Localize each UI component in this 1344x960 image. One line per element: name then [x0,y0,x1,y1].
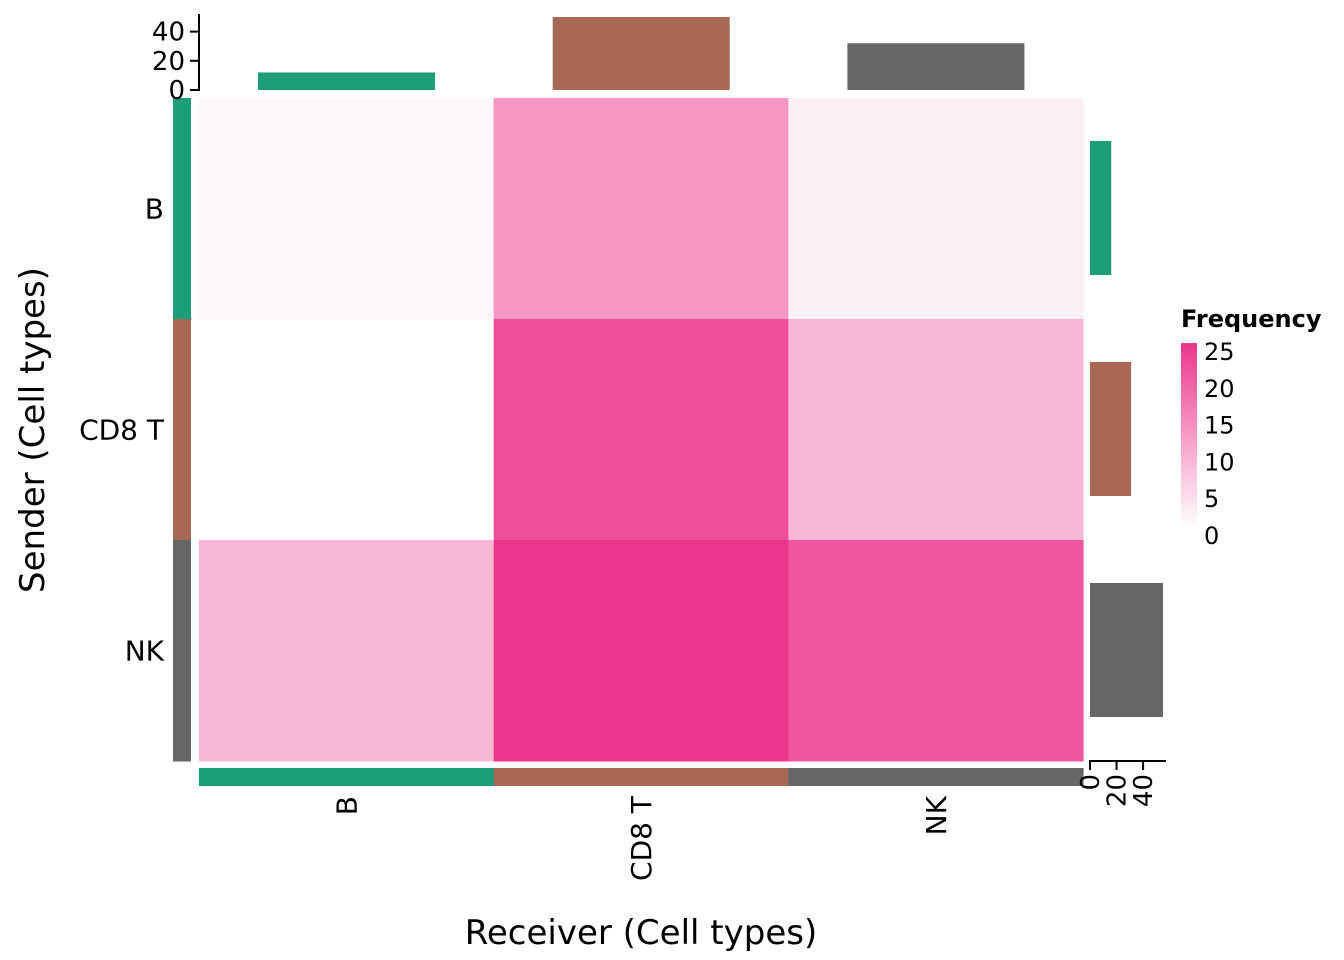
heatmap-cell [199,540,495,762]
column-label: CD8 T [625,795,658,881]
heatmap-cell [199,98,495,320]
column-color-annotation [199,768,1084,786]
right-bar [1090,141,1112,275]
column-label: NK [920,795,953,835]
legend-tick-label: 25 [1204,338,1235,366]
row-annotation-cell [173,319,191,541]
x-axis-title: Receiver (Cell types) [465,913,817,953]
heatmap-cell [493,319,789,541]
legend-tick-label: 0 [1204,522,1219,550]
heatmap-cell [199,319,495,541]
row-label: NK [125,635,165,668]
heatmap-cell [788,319,1084,541]
heatmap-cell [788,98,1084,320]
legend-tick-label: 20 [1204,375,1235,403]
heatmap-cell [788,540,1084,762]
right-bar [1090,362,1132,496]
column-labels: B CD8 T NK [330,795,952,881]
legend-tick-label: 15 [1204,412,1235,440]
column-annotation-cell [493,768,789,786]
row-annotation-cell [173,540,191,762]
column-annotation-cell [788,768,1084,786]
top-axis-tick-label: 0 [168,76,185,106]
row-labels: B CD8 T NK [79,193,165,668]
y-axis-title: Sender (Cell types) [13,267,53,593]
top-axis-tick-label: 20 [152,47,185,77]
legend-tick-label: 10 [1204,448,1235,476]
row-annotation-cell [173,98,191,320]
legend: Frequency 25 20 15 10 5 0 [1181,305,1322,550]
legend-tick-label: 5 [1204,485,1219,513]
right-axis-tick-label: 40 [1129,774,1159,807]
row-label: CD8 T [79,414,165,447]
legend-title: Frequency [1181,305,1322,333]
heatmap-cells [199,98,1084,762]
top-bar [258,72,435,90]
heatmap-cell [493,540,789,762]
right-bar [1090,583,1163,717]
top-bar [552,17,730,90]
row-label: B [145,193,164,226]
top-bar [847,43,1025,90]
right-axis-tick-label: 0 [1076,774,1106,791]
column-label: B [330,796,363,815]
legend-color-bar [1181,343,1197,527]
column-annotation-cell [199,768,495,786]
row-color-annotation [173,98,191,762]
heatmap-cell [493,98,789,320]
top-axis-tick-label: 40 [152,18,185,48]
right-axis-tick-label: 20 [1103,774,1133,807]
